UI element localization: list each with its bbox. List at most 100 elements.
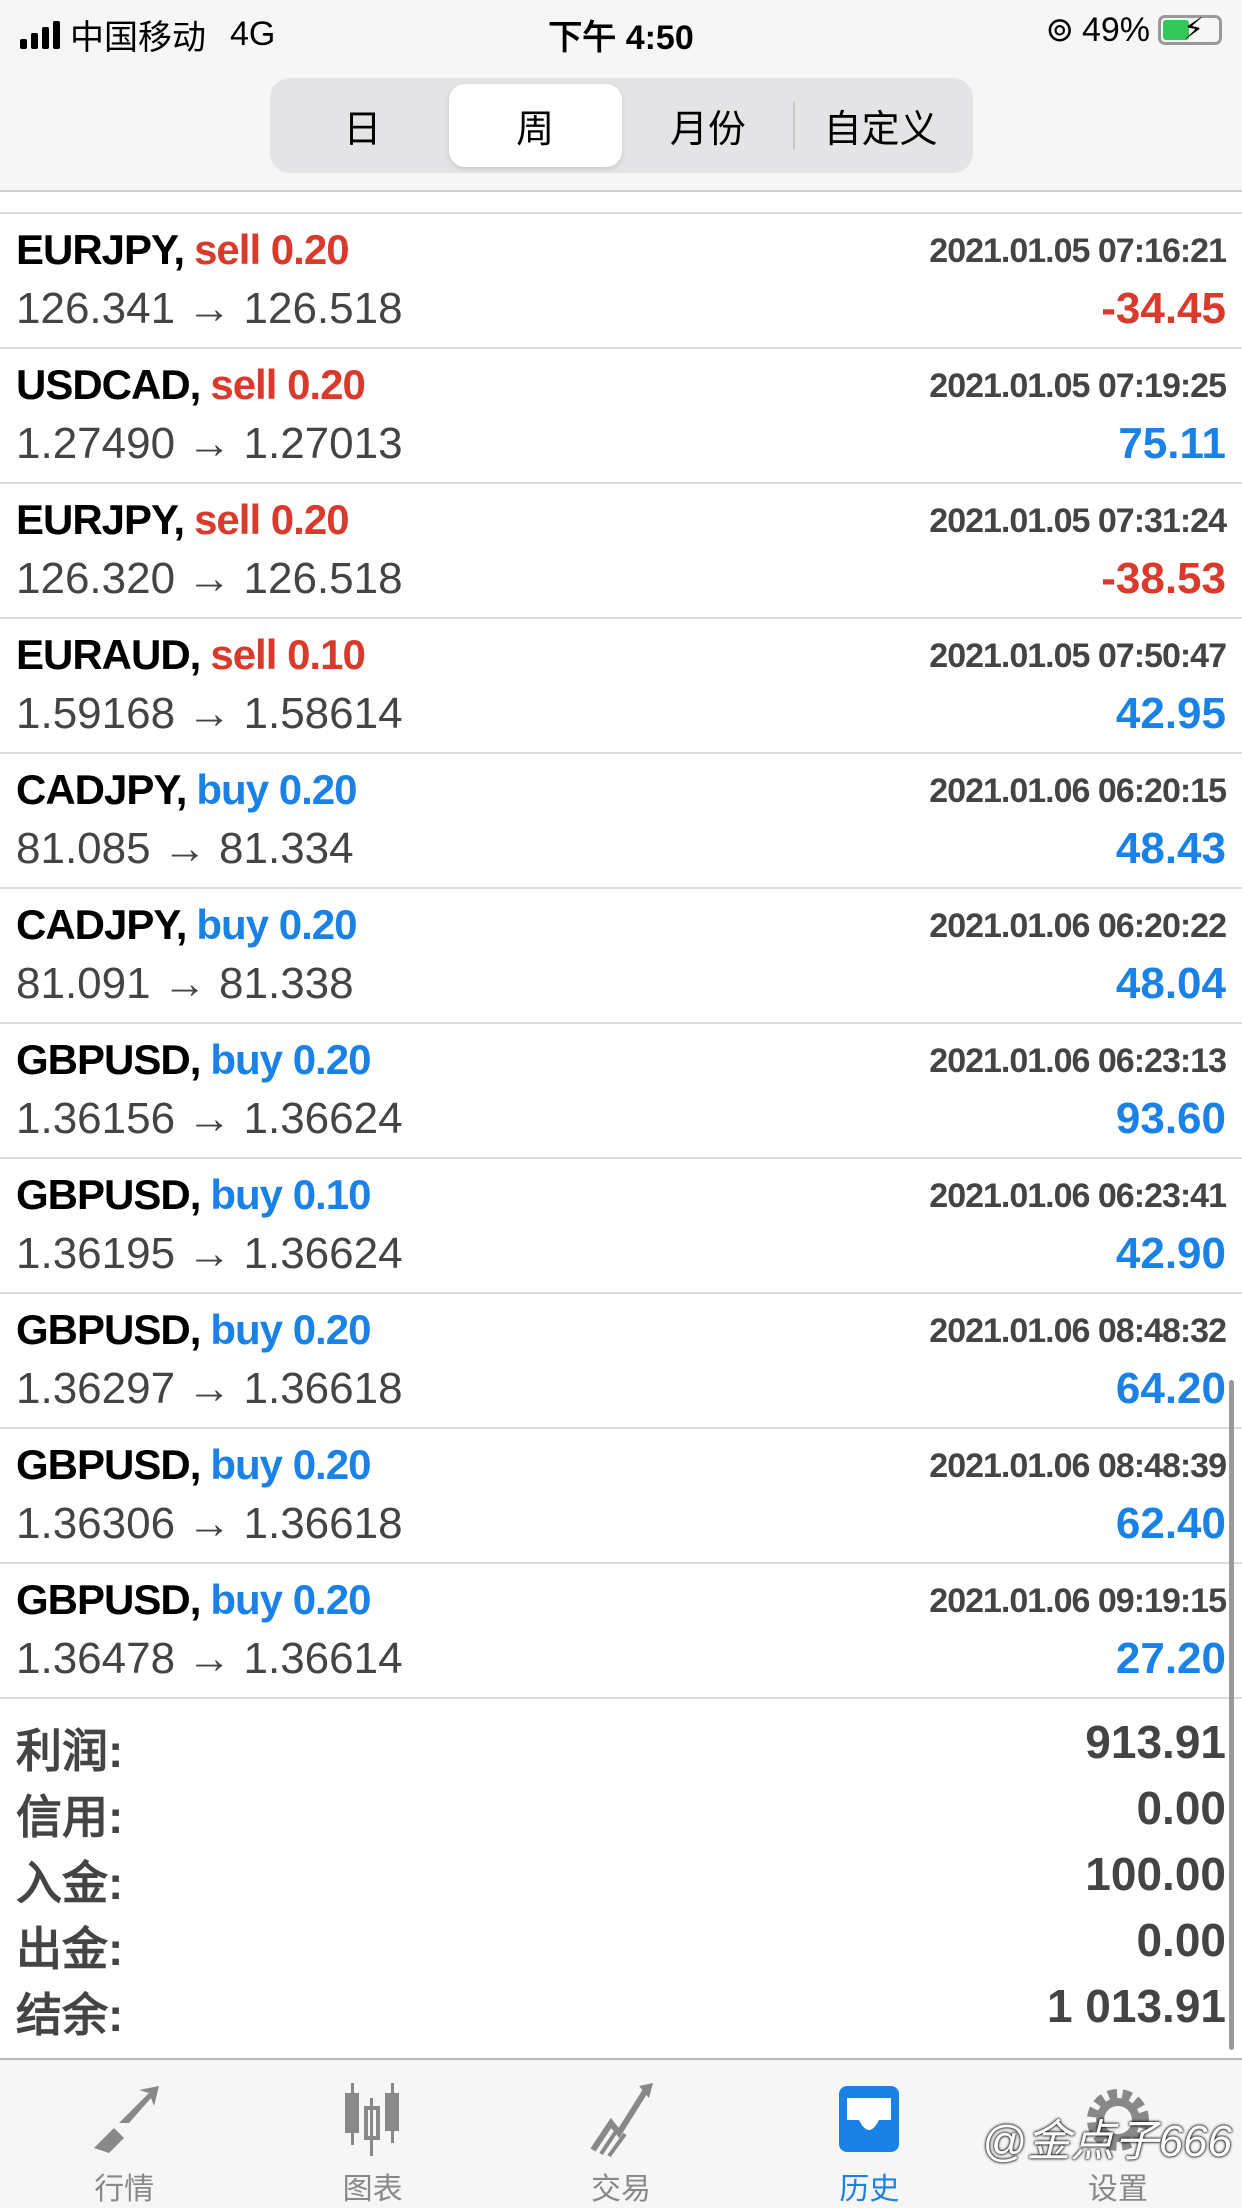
- trade-row[interactable]: EURAUD, sell 0.10 2021.01.05 07:50:47 1.5…: [0, 619, 1242, 754]
- trade-row[interactable]: GBPUSD, buy 0.20 2021.01.06 08:48:32 1.36…: [0, 1294, 1242, 1429]
- trade-type: buy 0.20: [210, 1036, 371, 1083]
- trade-profit: 75.11: [1118, 419, 1226, 468]
- trade-type: sell 0.10: [210, 631, 365, 678]
- trade-profit: 64.20: [1115, 1364, 1226, 1413]
- tab-candlestick[interactable]: 图表: [248, 2060, 496, 2208]
- trade-row[interactable]: USDCAD, sell 0.20 2021.01.05 07:19:25 1.2…: [0, 349, 1242, 484]
- symbol: EURJPY,: [16, 496, 185, 543]
- quotes-arrows-icon: [94, 2086, 160, 2153]
- battery-percent: 49%: [1081, 10, 1150, 49]
- symbol: GBPUSD,: [16, 1171, 201, 1218]
- trade-symbol-line: EURAUD, sell 0.10: [16, 631, 366, 679]
- summary-value: 1 013.91: [1046, 1980, 1226, 2032]
- trade-profit: 42.90: [1115, 1229, 1226, 1278]
- segment-label: 月份: [669, 109, 746, 151]
- trade-row[interactable]: GBPUSD, buy 0.20 2021.01.06 06:23:13 1.36…: [0, 1024, 1242, 1159]
- trade-symbol-line: GBPUSD, buy 0.20: [16, 1036, 371, 1084]
- header: 中国移动 4G 下午 4:50 ⊚ 49% ⚡ 日 周 月份 自定义: [0, 0, 1242, 192]
- segment-label: 自定义: [823, 109, 938, 151]
- summary-value: 100.00: [1085, 1848, 1226, 1900]
- segment-label: 日: [343, 109, 382, 151]
- trade-date: 2021.01.05 07:50:47: [929, 637, 1227, 675]
- trade-date: 2021.01.05 07:31:24: [929, 502, 1227, 540]
- tab-bar: 行情 图表 交易 历史 设置: [0, 2058, 1242, 2208]
- tab-label: 图表: [342, 2173, 403, 2206]
- carrier: 中国移动: [70, 19, 206, 57]
- summary-line: 结余: 1 013.91: [0, 1979, 1242, 2045]
- trade-date: 2021.01.06 06:20:15: [929, 772, 1227, 810]
- trade-profit: 48.43: [1115, 824, 1226, 873]
- trade-prices: 1.59168 → 1.58614: [16, 689, 403, 738]
- trade-type: buy 0.10: [210, 1171, 371, 1218]
- trade-row[interactable]: CADJPY, buy 0.20 2021.01.06 06:20:22 81.0…: [0, 889, 1242, 1024]
- summary-line: 入金: 100.00: [0, 1847, 1242, 1913]
- trade-prices: 1.27490 → 1.27013: [16, 419, 403, 468]
- tab-label: 历史: [839, 2173, 900, 2206]
- trade-date: 2021.01.06 06:23:13: [929, 1042, 1227, 1080]
- summary: 利润: 913.91 信用: 0.00 入金: 100.00 出金: 0.00 结余: 1 013…: [0, 1715, 1242, 2045]
- trade-date: 2021.01.05 07:16:21: [929, 232, 1227, 270]
- partial-row: [0, 192, 1242, 214]
- watermark: @金点子666: [981, 2117, 1232, 2166]
- trade-date: 2021.01.05 07:19:25: [929, 367, 1227, 405]
- network: 4G: [230, 15, 276, 53]
- symbol: EURAUD,: [16, 631, 201, 678]
- summary-line: 出金: 0.00: [0, 1913, 1242, 1979]
- trade-type: sell 0.20: [194, 226, 349, 273]
- trade-profit: 62.40: [1115, 1499, 1226, 1548]
- segment-2[interactable]: 月份: [622, 84, 795, 167]
- trade-profit: 93.60: [1115, 1094, 1226, 1143]
- trade-prices: 1.36478 → 1.36614: [16, 1634, 403, 1683]
- trade-prices: 81.091 → 81.338: [16, 959, 354, 1008]
- divider: [793, 102, 796, 150]
- trade-profit: -38.53: [1101, 554, 1226, 603]
- trade-prices: 1.36156 → 1.36624: [16, 1094, 403, 1143]
- segment-3[interactable]: 自定义: [793, 84, 967, 167]
- summary-label: 出金:: [16, 1923, 124, 1975]
- trade-row[interactable]: CADJPY, buy 0.20 2021.01.06 06:20:15 81.0…: [0, 754, 1242, 889]
- segment-0[interactable]: 日: [276, 84, 449, 167]
- summary-value: 913.91: [1085, 1716, 1226, 1768]
- trade-row[interactable]: EURJPY, sell 0.20 2021.01.05 07:16:21 126…: [0, 214, 1242, 349]
- trade-prices: 1.36297 → 1.36618: [16, 1364, 403, 1413]
- trade-profit: 48.04: [1115, 959, 1226, 1008]
- trade-symbol-line: EURJPY, sell 0.20: [16, 226, 350, 274]
- candlestick-icon: [344, 2083, 399, 2156]
- symbol: EURJPY,: [16, 226, 185, 273]
- trade-row[interactable]: GBPUSD, buy 0.20 2021.01.06 09:19:15 1.36…: [0, 1564, 1242, 1699]
- trade-row[interactable]: GBPUSD, buy 0.10 2021.01.06 06:23:41 1.36…: [0, 1159, 1242, 1294]
- trade-prices: 81.085 → 81.334: [16, 824, 354, 873]
- symbol: GBPUSD,: [16, 1036, 201, 1083]
- clock: 下午 4:50: [548, 19, 694, 57]
- trade-type: buy 0.20: [210, 1441, 371, 1488]
- tab-quotes-arrows[interactable]: 行情: [0, 2060, 248, 2208]
- summary-value: 0.00: [1136, 1782, 1226, 1834]
- trade-prices: 1.36195 → 1.36624: [16, 1229, 403, 1278]
- trade-type: sell 0.20: [194, 496, 349, 543]
- trade-date: 2021.01.06 08:48:39: [929, 1447, 1227, 1485]
- gear-icon: [1086, 2089, 1149, 2151]
- trade-history-list: EURJPY, sell 0.20 2021.01.05 07:16:21 126…: [0, 192, 1242, 1699]
- trade-symbol-line: CADJPY, buy 0.20: [16, 766, 358, 814]
- trade-symbol-line: GBPUSD, buy 0.10: [16, 1171, 371, 1219]
- trade-date: 2021.01.06 06:23:41: [929, 1177, 1227, 1215]
- symbol: GBPUSD,: [16, 1306, 201, 1353]
- trade-profit: -34.45: [1101, 284, 1226, 333]
- scrollbar[interactable]: [1229, 1380, 1234, 2050]
- segment-label: 周: [516, 109, 555, 151]
- tab-history-inbox[interactable]: 历史: [745, 2060, 993, 2208]
- trade-row[interactable]: GBPUSD, buy 0.20 2021.01.06 08:48:39 1.36…: [0, 1429, 1242, 1564]
- tab-label: 交易: [591, 2173, 652, 2206]
- symbol: USDCAD,: [16, 361, 201, 408]
- symbol: CADJPY,: [16, 901, 187, 948]
- trade-row[interactable]: EURJPY, sell 0.20 2021.01.05 07:31:24 126…: [0, 484, 1242, 619]
- tab-trade-trend[interactable]: 交易: [497, 2060, 745, 2208]
- symbol: GBPUSD,: [16, 1441, 201, 1488]
- summary-value: 0.00: [1136, 1914, 1226, 1966]
- segment-1[interactable]: 周: [448, 84, 622, 167]
- summary-label: 利润:: [16, 1725, 124, 1777]
- trade-type: buy 0.20: [210, 1576, 371, 1623]
- trade-trend-icon: [590, 2083, 654, 2158]
- tab-gear[interactable]: 设置: [994, 2060, 1242, 2208]
- trade-prices: 1.36306 → 1.36618: [16, 1499, 403, 1548]
